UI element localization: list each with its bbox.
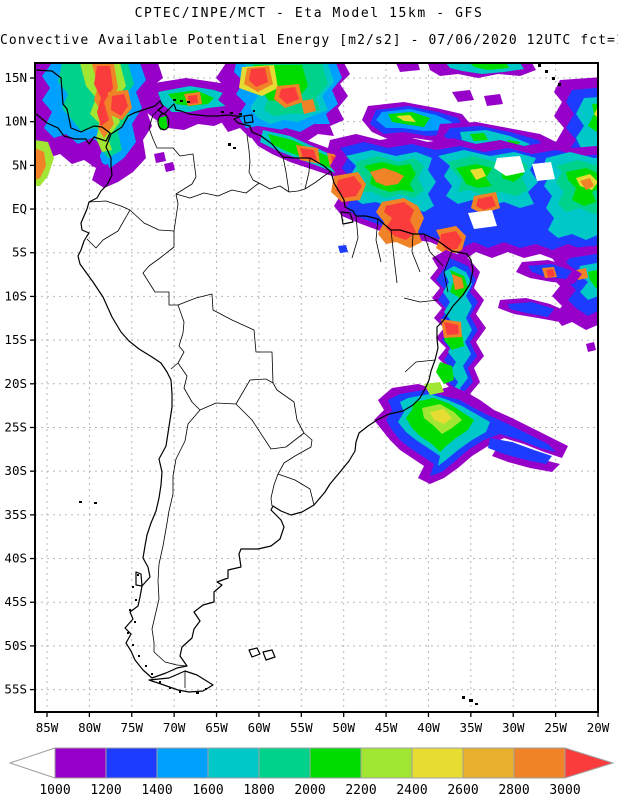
- legend-arrow-right: [564, 747, 615, 779]
- central-america-coastline: [34, 69, 111, 145]
- y-tick-label: 25S: [4, 419, 27, 434]
- x-tick-label: 25W: [544, 720, 567, 735]
- x-tick-label: 85W: [36, 720, 59, 735]
- legend-tick-label: 1400: [141, 783, 172, 798]
- cape-region-sw-atlantic-plume: [374, 382, 568, 484]
- x-tick-label: 20W: [587, 720, 610, 735]
- y-tick-label: 40S: [4, 551, 27, 566]
- y-tick-label: EQ: [12, 201, 27, 216]
- country-borders: [86, 106, 331, 688]
- south-america-coastline: [77, 100, 474, 679]
- cape-region-east-brazil-coast: [430, 250, 582, 412]
- legend-swatch: [462, 747, 515, 779]
- legend-tick-label: 3000: [549, 783, 580, 798]
- color-legend-scale: 1000 1200 1400 1600 1800 2000 2200 2400 2600 2800…: [8, 747, 615, 798]
- legend-swatch: [54, 747, 107, 779]
- color-legend: 1000 1200 1400 1600 1800 2000 2200 2400 2600 2800…: [8, 747, 615, 798]
- y-tick-label: 50S: [4, 638, 27, 653]
- y-tick-label: 5S: [12, 245, 27, 260]
- y-tick-label: 15N: [4, 70, 27, 85]
- x-tick-label: 50W: [332, 720, 355, 735]
- legend-tick-label: 1800: [243, 783, 274, 798]
- y-tick-label: 10S: [4, 288, 27, 303]
- cape-region-ne-brazil-equatorial: [328, 134, 598, 260]
- y-tick-label: 35S: [4, 507, 27, 522]
- trinidad-island: [243, 114, 254, 124]
- x-tick-label: 55W: [290, 720, 313, 735]
- legend-swatch: [411, 747, 464, 779]
- y-tick-label: 10N: [4, 114, 27, 129]
- falkland-islands: [248, 647, 276, 661]
- legend-swatch: [156, 747, 209, 779]
- x-tick-label: 45W: [375, 720, 398, 735]
- tierra-del-fuego: [148, 670, 214, 693]
- map-frame: [34, 62, 599, 713]
- coastline-layer: [34, 64, 561, 705]
- y-tick-label: 5N: [12, 157, 27, 172]
- legend-tick-label: 1600: [192, 783, 223, 798]
- x-tick-label: 65W: [205, 720, 228, 735]
- cape-region-south-equatorial-streaks: [550, 246, 598, 352]
- legend-tick-label: 1000: [39, 783, 70, 798]
- brazil-state-borders: [351, 215, 453, 373]
- cape-region-northwest: [35, 63, 163, 188]
- legend-arrow-left: [8, 747, 56, 779]
- y-tick-label: 55S: [4, 682, 27, 697]
- legend-swatch: [309, 747, 362, 779]
- legend-tick-label: 2000: [294, 783, 325, 798]
- small-islands: [79, 64, 561, 705]
- legend-tick-label: 2600: [447, 783, 478, 798]
- axis-ticks-and-labels: 85W 80W 75W 70W 65W 60W 55W 50W 45W 40W 35W 30W 25W 2…: [4, 70, 609, 735]
- legend-tick-label: 2200: [345, 783, 376, 798]
- x-tick-label: 30W: [502, 720, 525, 735]
- y-tick-label: 20S: [4, 376, 27, 391]
- y-tick-label: 30S: [4, 463, 27, 478]
- chiloe-island: [135, 571, 143, 587]
- x-tick-label: 40W: [417, 720, 440, 735]
- cape-fill-regions: [35, 63, 598, 484]
- legend-tick-label: 1200: [90, 783, 121, 798]
- x-tick-label: 60W: [248, 720, 271, 735]
- legend-swatch: [105, 747, 158, 779]
- figure-subtitle: Convective Available Potential Energy [m…: [0, 33, 618, 48]
- y-tick-label: 15S: [4, 332, 27, 347]
- x-tick-label: 75W: [120, 720, 143, 735]
- y-tick-label: 45S: [4, 594, 27, 609]
- marajo-island: [340, 211, 354, 225]
- legend-swatch: [513, 747, 566, 779]
- legend-swatch: [360, 747, 413, 779]
- lake-maracaibo: [157, 113, 170, 131]
- x-tick-label: 80W: [78, 720, 101, 735]
- cape-region-guianas-band: [250, 126, 356, 180]
- x-tick-label: 70W: [163, 720, 186, 735]
- figure-title: CPTEC/INPE/MCT - Eta Model 15km - GFS: [134, 6, 484, 21]
- legend-swatch: [207, 747, 260, 779]
- legend-tick-label: 2800: [498, 783, 529, 798]
- map-canvas: 85W 80W 75W 70W 65W 60W 55W 50W 45W 40W 35W 30W 25W 2…: [4, 62, 610, 735]
- x-tick-label: 35W: [460, 720, 483, 735]
- legend-swatch: [258, 747, 311, 779]
- legend-tick-label: 2400: [396, 783, 427, 798]
